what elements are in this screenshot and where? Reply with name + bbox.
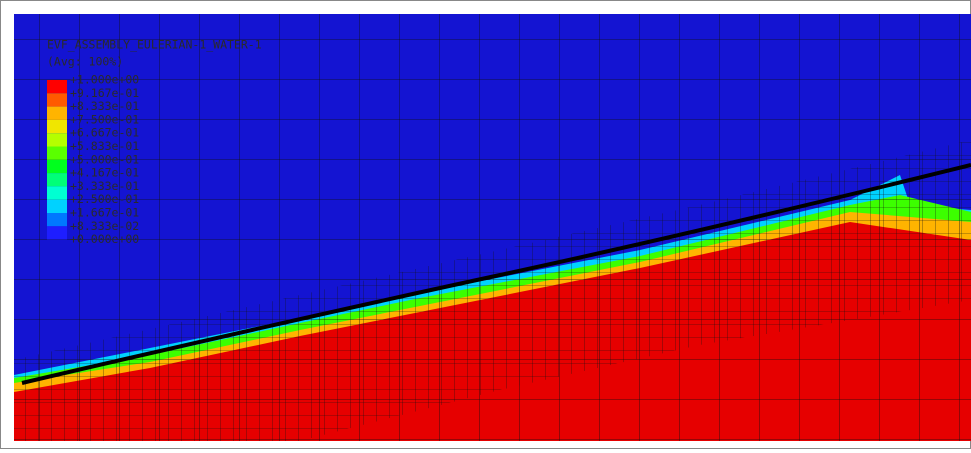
legend-label: +9.167e-01 bbox=[70, 86, 139, 100]
legend-label: +4.167e-01 bbox=[70, 166, 139, 180]
legend-label: +3.333e-01 bbox=[70, 179, 139, 193]
legend-label: +7.500e-01 bbox=[70, 112, 139, 126]
legend-swatch bbox=[47, 186, 67, 200]
interface-line bbox=[21, 163, 971, 385]
legend-swatch bbox=[47, 80, 67, 94]
legend-swatch bbox=[47, 133, 67, 147]
legend-subtitle: (Avg: 100%) bbox=[47, 55, 123, 69]
legend-label: +8.333e-02 bbox=[70, 219, 139, 233]
legend-label: +0.000e+00 bbox=[70, 232, 139, 246]
legend-label: +6.667e-01 bbox=[70, 126, 139, 140]
legend: EVF_ASSEMBLY_EULERIAN-1_WATER-1 (Avg: 10… bbox=[47, 38, 262, 246]
legend-label: +1.000e+00 bbox=[70, 73, 139, 87]
legend-label: +8.333e-01 bbox=[70, 99, 139, 113]
legend-label: +1.667e-01 bbox=[70, 206, 139, 220]
legend-label: +5.000e-01 bbox=[70, 152, 139, 166]
legend-swatch bbox=[47, 199, 67, 213]
legend-swatch bbox=[47, 173, 67, 187]
legend-swatch bbox=[47, 226, 67, 240]
legend-swatch bbox=[47, 106, 67, 120]
legend-label: +2.500e-01 bbox=[70, 192, 139, 206]
legend-swatch bbox=[47, 159, 67, 174]
legend-swatch bbox=[47, 213, 67, 227]
legend-swatch bbox=[47, 146, 67, 160]
legend-label: +5.833e-01 bbox=[70, 139, 139, 153]
legend-title: EVF_ASSEMBLY_EULERIAN-1_WATER-1 bbox=[47, 38, 262, 52]
legend-swatch bbox=[47, 93, 67, 107]
legend-swatch bbox=[47, 119, 67, 134]
